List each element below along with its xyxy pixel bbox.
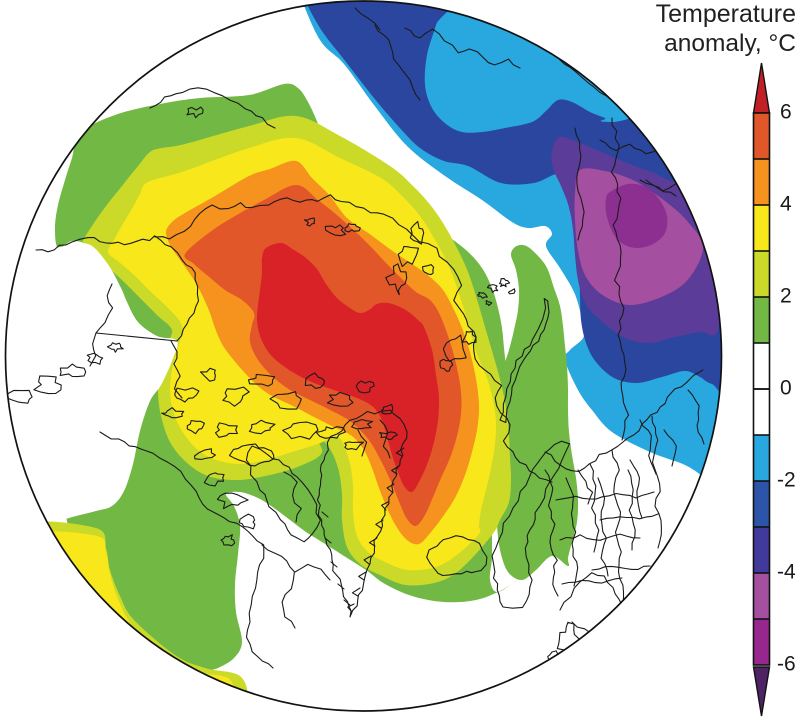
svg-text:-2: -2 [777, 469, 796, 492]
svg-text:6: 6 [780, 101, 792, 124]
svg-text:anomaly, °C: anomaly, °C [664, 30, 796, 57]
svg-text:Temperature: Temperature [656, 0, 796, 28]
svg-text:0: 0 [780, 377, 792, 400]
svg-text:2: 2 [780, 285, 792, 308]
svg-text:4: 4 [780, 193, 792, 216]
svg-text:-4: -4 [777, 561, 796, 584]
svg-text:-6: -6 [777, 653, 796, 676]
